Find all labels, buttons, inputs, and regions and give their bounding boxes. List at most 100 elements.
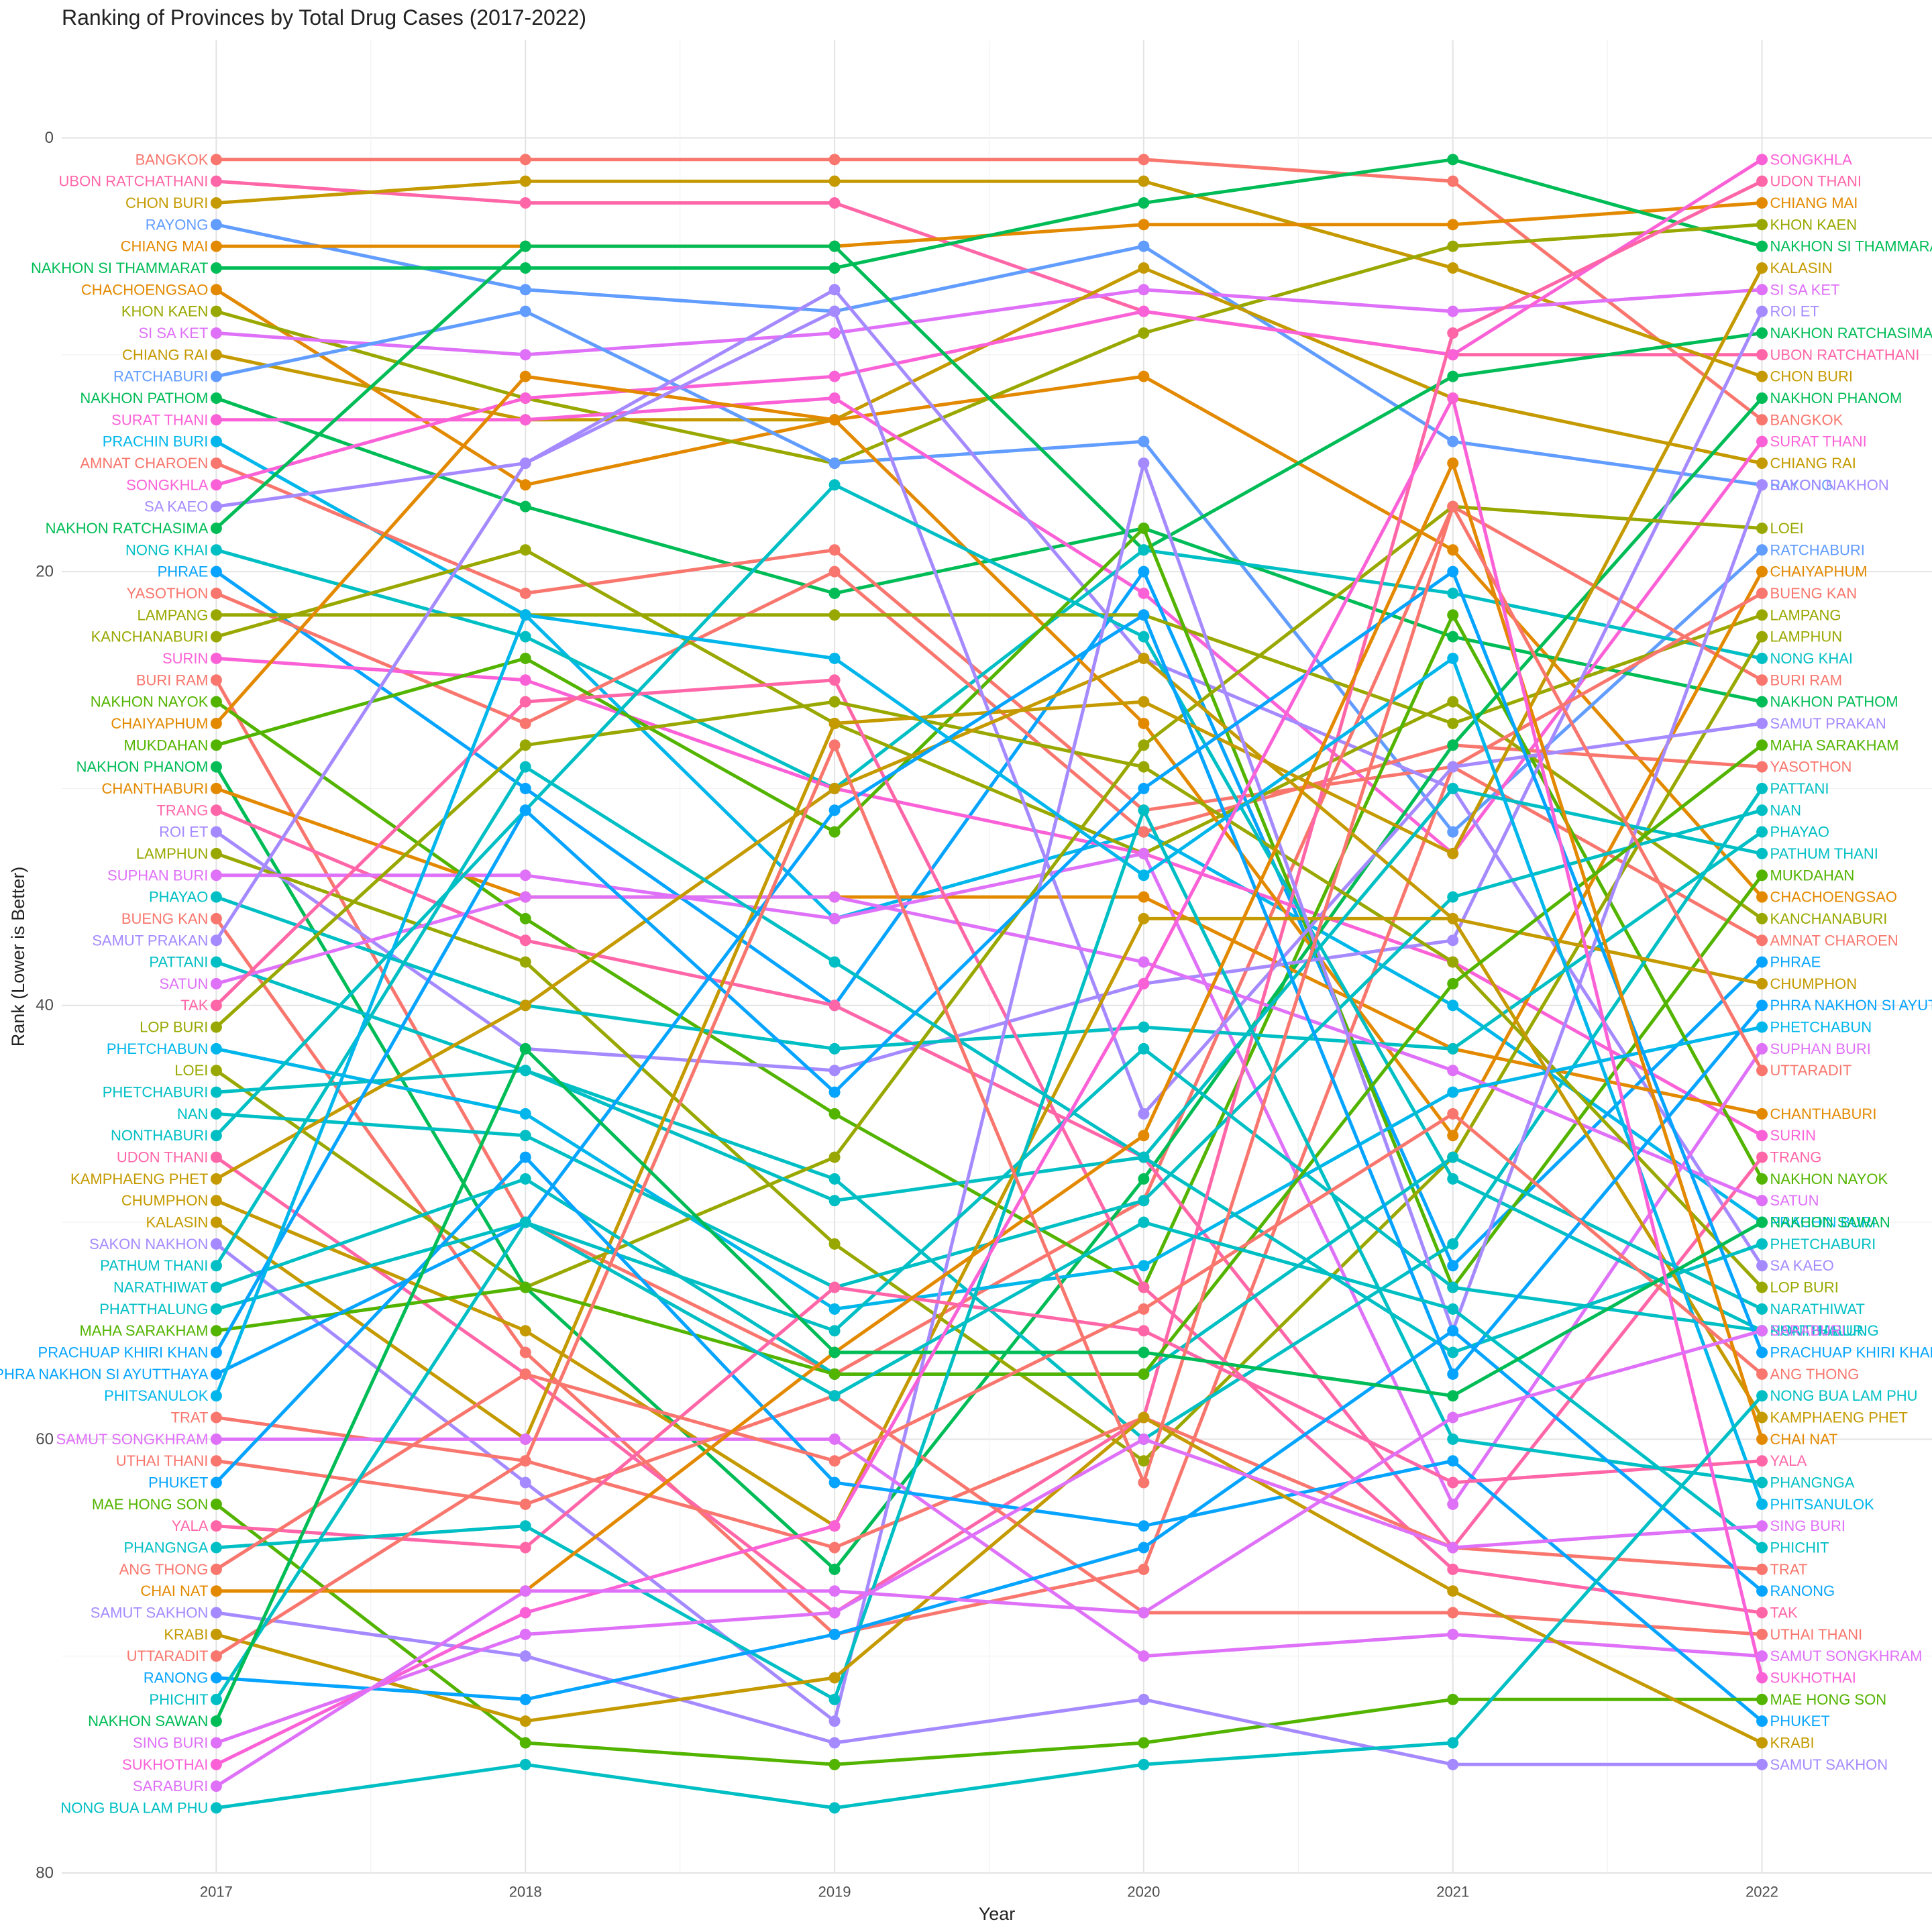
data-point-yala-2021 xyxy=(1447,1477,1459,1489)
data-point-prachuap-khiri-khan-2018 xyxy=(519,804,531,816)
data-point-nakhon-nayok-2021 xyxy=(1447,609,1459,621)
data-point-ranong-2020 xyxy=(1138,1542,1150,1554)
series-label-end-bueng-kan: BUENG KAN xyxy=(1770,585,1858,602)
series-label-end-phuket: PHUKET xyxy=(1770,1713,1830,1729)
series-label-start-nakhon-sawan: NAKHON SAWAN xyxy=(88,1713,208,1729)
data-point-suphan-buri-2019 xyxy=(828,912,841,924)
series-label-end-chumphon: CHUMPHON xyxy=(1770,975,1858,992)
data-point-uthai-thani-2021 xyxy=(1447,1607,1459,1619)
data-point-krabi-2021 xyxy=(1447,1585,1459,1597)
data-point-yala-2019 xyxy=(828,1281,841,1293)
data-point-surin-2017 xyxy=(210,652,222,664)
data-point-ratchaburi-2018 xyxy=(519,305,531,317)
data-point-chanthaburi-2017 xyxy=(210,782,222,794)
data-point-narathiwat-2018 xyxy=(519,1173,531,1185)
data-point-surin-2022 xyxy=(1756,1130,1768,1142)
series-label-start-bueng-kan: BUENG KAN xyxy=(121,910,209,927)
left-labels: BANGKOK UBON RATCHATHANI CHON BURI RAYONG CH… xyxy=(0,151,209,1816)
data-point-kalasin-2022 xyxy=(1756,262,1768,274)
data-point-lop-buri-2017 xyxy=(210,1021,222,1033)
series-line-nong-bua-lam-phu xyxy=(216,1395,1764,1810)
data-point-nakhon-si-thammarat-2021 xyxy=(1447,154,1459,166)
data-point-mukdahan-2022 xyxy=(1756,869,1768,881)
data-point-nakhon-si-thammarat-2020 xyxy=(1138,197,1150,209)
data-point-nakhon-ratchasima-2022 xyxy=(1756,327,1768,339)
data-point-prachin-buri-2021 xyxy=(1447,1000,1459,1012)
series-label-start-chon-buri: CHON BURI xyxy=(125,195,208,211)
data-point-lop-buri-2019 xyxy=(828,696,841,708)
data-point-rayong-2021 xyxy=(1447,435,1459,447)
series-line-kamphaeng-phet xyxy=(215,656,1764,1419)
data-point-songkhla-2018 xyxy=(519,392,531,404)
series-line-nong-khai xyxy=(215,548,1763,790)
data-point-nakhon-nayok-2018 xyxy=(519,912,531,924)
data-point-chaiyaphum-2017 xyxy=(210,717,222,729)
series-label-start-ratchaburi: RATCHABURI xyxy=(113,368,208,385)
data-point-nakhon-si-thammarat-2022 xyxy=(1756,240,1768,252)
data-point-samut-songkhram-2020 xyxy=(1138,1650,1150,1662)
data-point-phrae-2021 xyxy=(1447,1260,1459,1272)
series-line-trat xyxy=(216,1415,1762,1571)
data-point-phichit-2017 xyxy=(210,1693,222,1705)
data-point-nong-bua-lam-phu-2021 xyxy=(1447,1737,1459,1749)
series-label-start-yala: YALA xyxy=(172,1517,209,1534)
data-point-yala-2017 xyxy=(210,1520,222,1532)
data-point-phangnga-2017 xyxy=(210,1542,222,1554)
data-point-nakhon-sawan-2020 xyxy=(1138,1346,1150,1358)
data-point-loei-2019 xyxy=(828,1151,841,1163)
data-point-nong-bua-lam-phu-2019 xyxy=(828,1802,841,1814)
series-label-end-prachin-buri: PRACHIN BURI xyxy=(1770,1214,1876,1231)
series-label-end-kalasin: KALASIN xyxy=(1770,260,1833,276)
series-line-surat-thani xyxy=(216,396,1764,855)
data-point-pathum-thani-2017 xyxy=(210,1260,222,1272)
data-point-sing-buri-2020 xyxy=(1138,1433,1150,1445)
data-point-ratchaburi-2017 xyxy=(210,370,222,382)
data-point-nakhon-ratchasima-2019 xyxy=(828,240,841,252)
data-point-chachoengsao-2018 xyxy=(519,479,531,491)
data-point-nakhon-pathom-2022 xyxy=(1756,696,1768,708)
data-point-chiang-mai-2017 xyxy=(210,240,222,252)
data-point-bueng-kan-2017 xyxy=(210,912,222,924)
data-point-uttaradit-2022 xyxy=(1756,1065,1768,1077)
series-label-end-saraburi: SARABURI xyxy=(1770,1322,1845,1339)
series-label-start-phetchabun: PHETCHABUN xyxy=(107,1040,209,1057)
data-point-phetchaburi-2017 xyxy=(210,1086,222,1098)
data-point-phra-nakhon-si-ayutthaya-2021 xyxy=(1447,1368,1459,1380)
series-line-mae-hong-son xyxy=(215,1503,1762,1766)
data-point-lamphun-2018 xyxy=(519,956,531,968)
series-label-end-chon-buri: CHON BURI xyxy=(1770,368,1853,385)
series-label-start-phayao: PHAYAO xyxy=(149,889,208,906)
series-label-start-samut-songkhram: SAMUT SONGKHRAM xyxy=(56,1431,208,1448)
series-label-start-surin: SURIN xyxy=(162,650,208,667)
data-point-phitsanulok-2022 xyxy=(1756,1498,1768,1510)
series-line-sing-buri xyxy=(215,1437,1762,1745)
series-line-chai-nat xyxy=(216,462,1764,1593)
data-point-bangkok-2021 xyxy=(1447,175,1459,187)
data-point-ang-thong-2018 xyxy=(519,1368,531,1380)
data-point-ang-thong-2019 xyxy=(828,1455,841,1467)
data-point-si-sa-ket-2017 xyxy=(210,327,222,339)
series-label-end-phatthalung: PHATTHALUNG xyxy=(1770,1322,1879,1339)
series-label-start-phuket: PHUKET xyxy=(148,1474,208,1491)
data-point-nakhon-ratchasima-2017 xyxy=(210,522,222,534)
data-point-surat-thani-2022 xyxy=(1756,435,1768,447)
data-point-phichit-2018 xyxy=(519,1216,531,1228)
data-point-satun-2022 xyxy=(1756,1195,1768,1207)
series-line-phichit xyxy=(215,1220,1764,1701)
data-point-chumphon-2021 xyxy=(1447,912,1459,924)
series-label-start-uthai-thani: UTHAI THANI xyxy=(116,1452,209,1469)
data-point-nakhon-nayok-2019 xyxy=(828,1108,841,1120)
data-point-yala-2020 xyxy=(1138,1325,1150,1337)
data-point-bueng-kan-2018 xyxy=(519,1346,531,1358)
data-point-bangkok-2019 xyxy=(828,154,841,166)
x-tick-label: 2021 xyxy=(1436,1884,1469,1900)
data-point-si-sa-ket-2022 xyxy=(1756,284,1768,296)
series-line-ang-thong xyxy=(215,1112,1764,1571)
data-point-phetchabun-2021 xyxy=(1447,1086,1459,1098)
series-label-start-nong-bua-lam-phu: NONG BUA LAM PHU xyxy=(60,1800,208,1817)
data-point-kalasin-2017 xyxy=(210,1216,222,1228)
series-label-end-prachuap-khiri-khan: PRACHUAP KHIRI KHAN xyxy=(1770,1344,1932,1361)
series-line-surin xyxy=(216,656,1763,1137)
series-label-start-songkhla: SONGKHLA xyxy=(126,476,209,493)
